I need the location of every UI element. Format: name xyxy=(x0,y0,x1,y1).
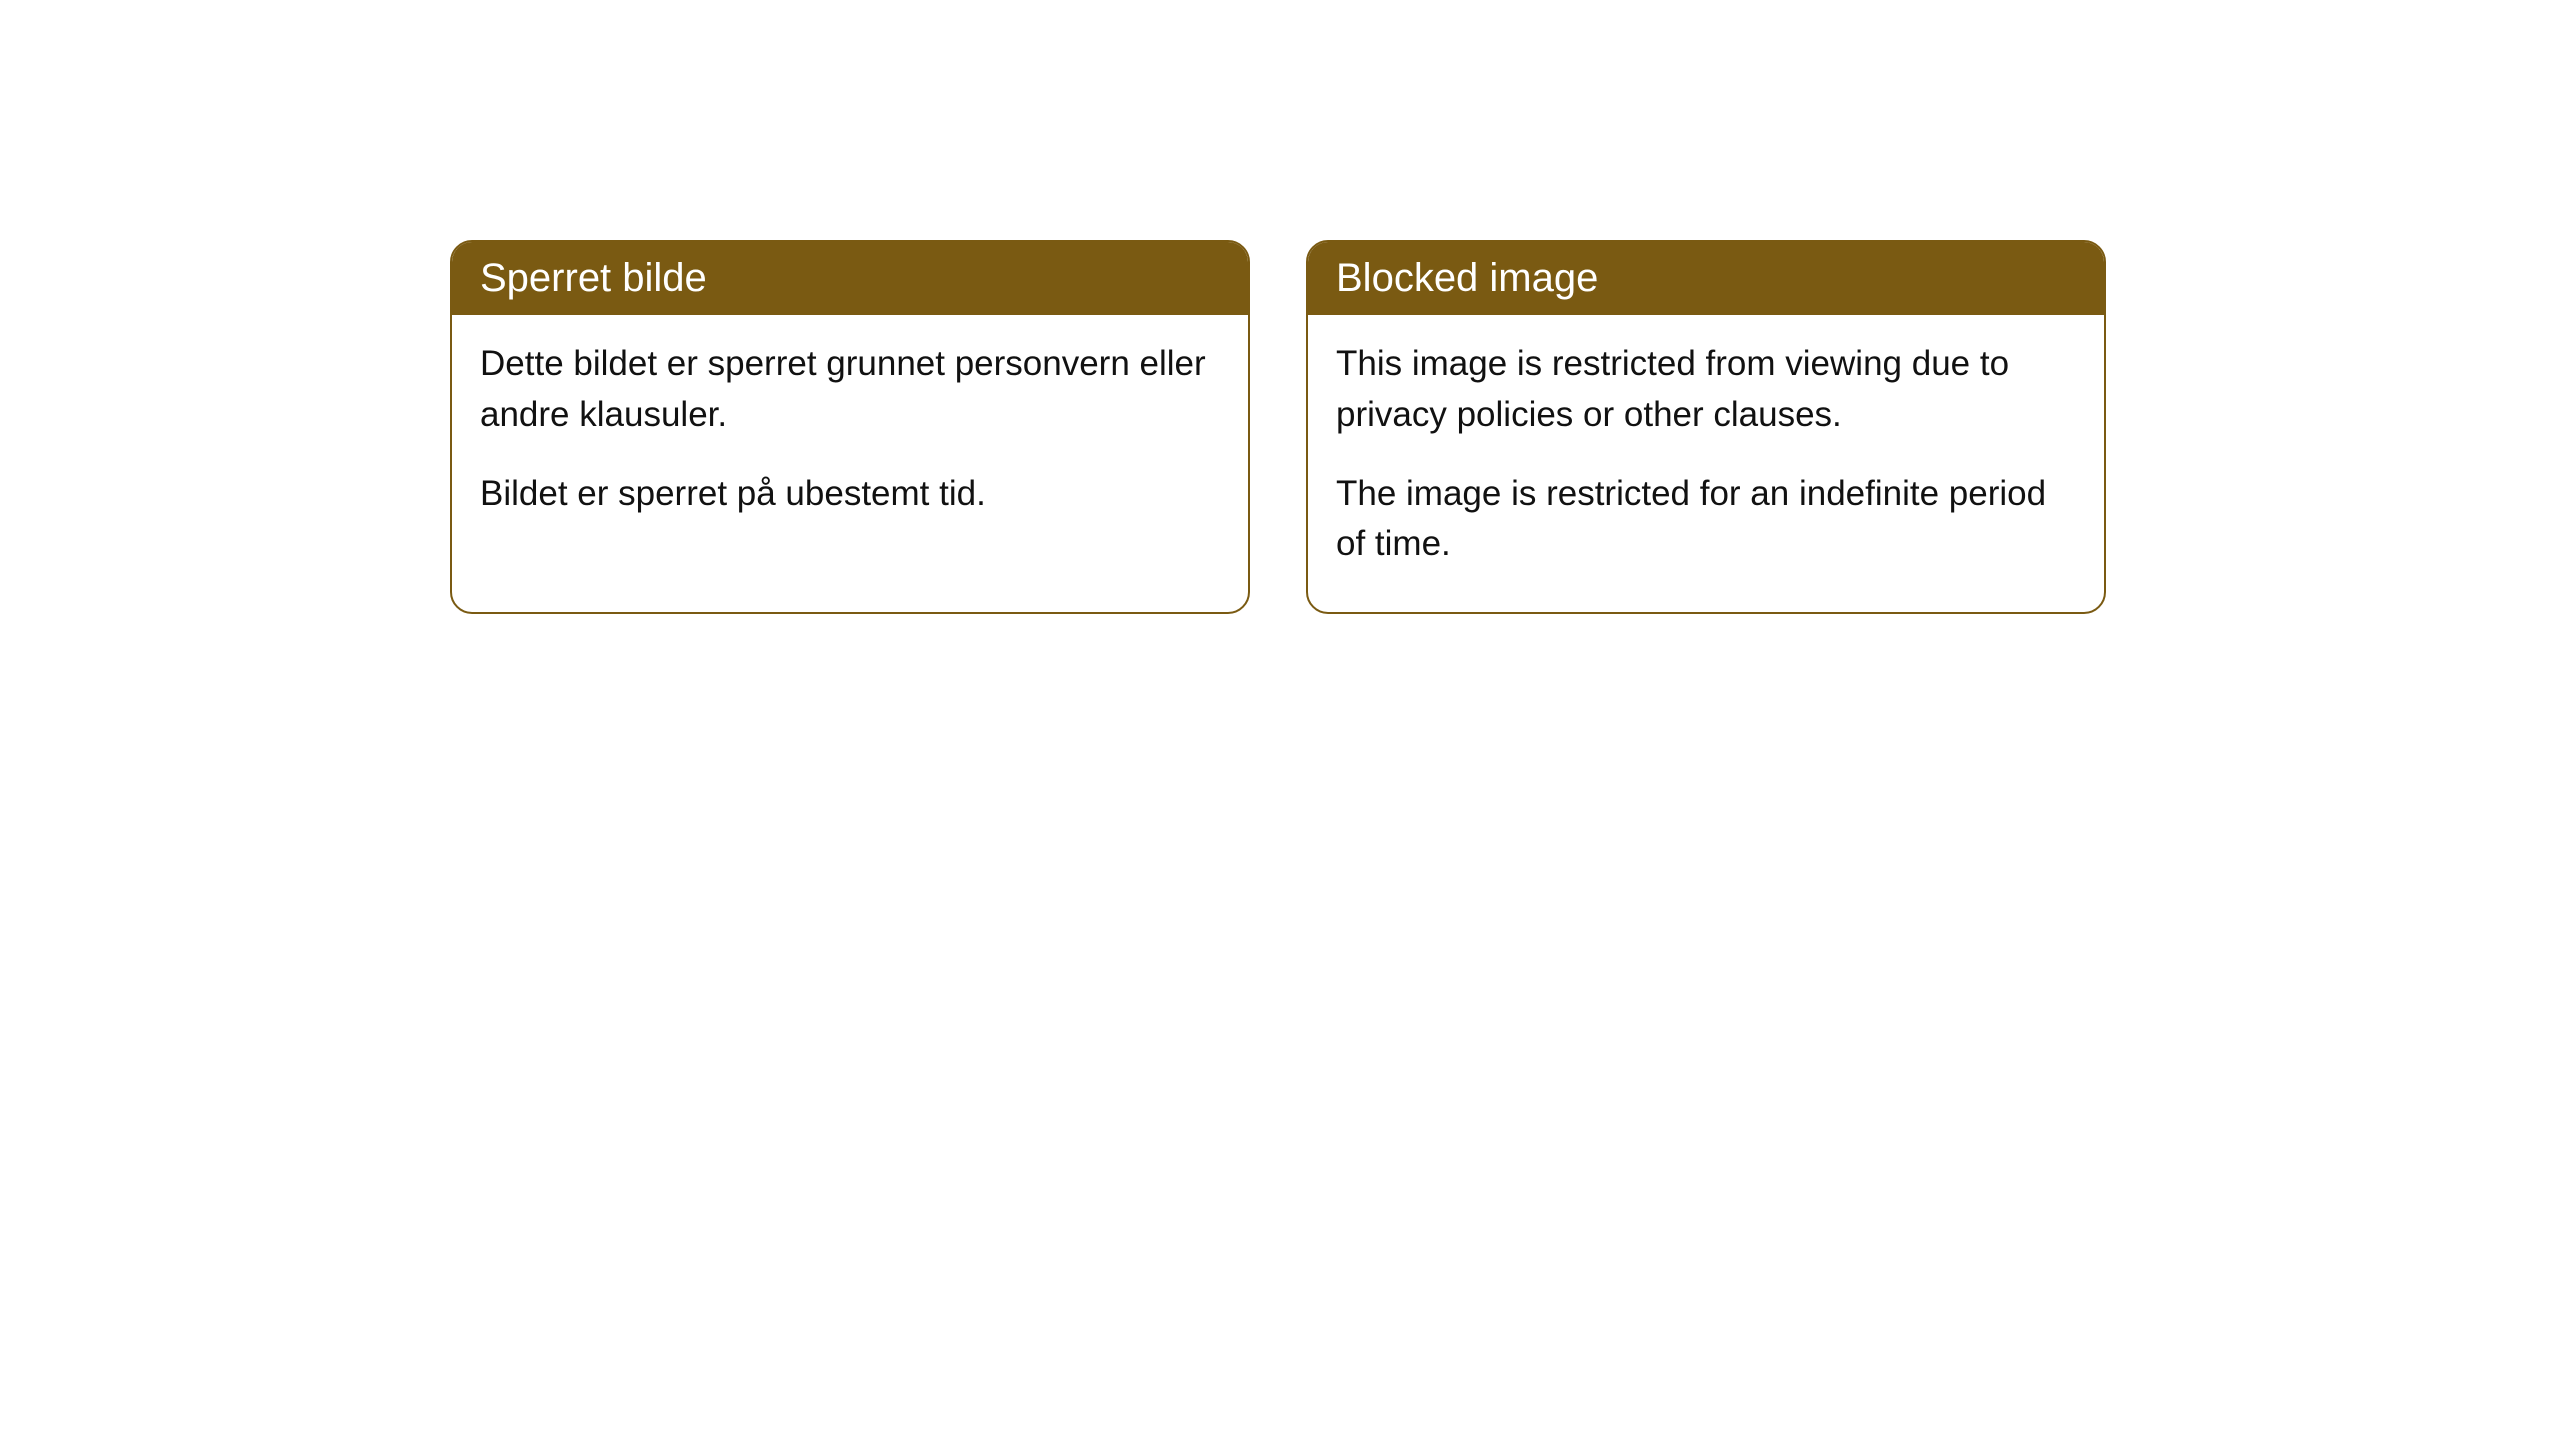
card-title: Sperret bilde xyxy=(480,256,707,300)
card-header: Blocked image xyxy=(1308,242,2104,315)
card-title: Blocked image xyxy=(1336,256,1598,300)
notice-paragraph-2: Bildet er sperret på ubestemt tid. xyxy=(480,469,1220,520)
card-header: Sperret bilde xyxy=(452,242,1248,315)
notice-paragraph-1: Dette bildet er sperret grunnet personve… xyxy=(480,339,1220,441)
card-body: This image is restricted from viewing du… xyxy=(1308,315,2104,612)
blocked-image-card-norwegian: Sperret bilde Dette bildet er sperret gr… xyxy=(450,240,1250,614)
blocked-image-card-english: Blocked image This image is restricted f… xyxy=(1306,240,2106,614)
card-body: Dette bildet er sperret grunnet personve… xyxy=(452,315,1248,561)
notice-paragraph-1: This image is restricted from viewing du… xyxy=(1336,339,2076,441)
notice-cards-container: Sperret bilde Dette bildet er sperret gr… xyxy=(450,240,2106,614)
notice-paragraph-2: The image is restricted for an indefinit… xyxy=(1336,469,2076,571)
